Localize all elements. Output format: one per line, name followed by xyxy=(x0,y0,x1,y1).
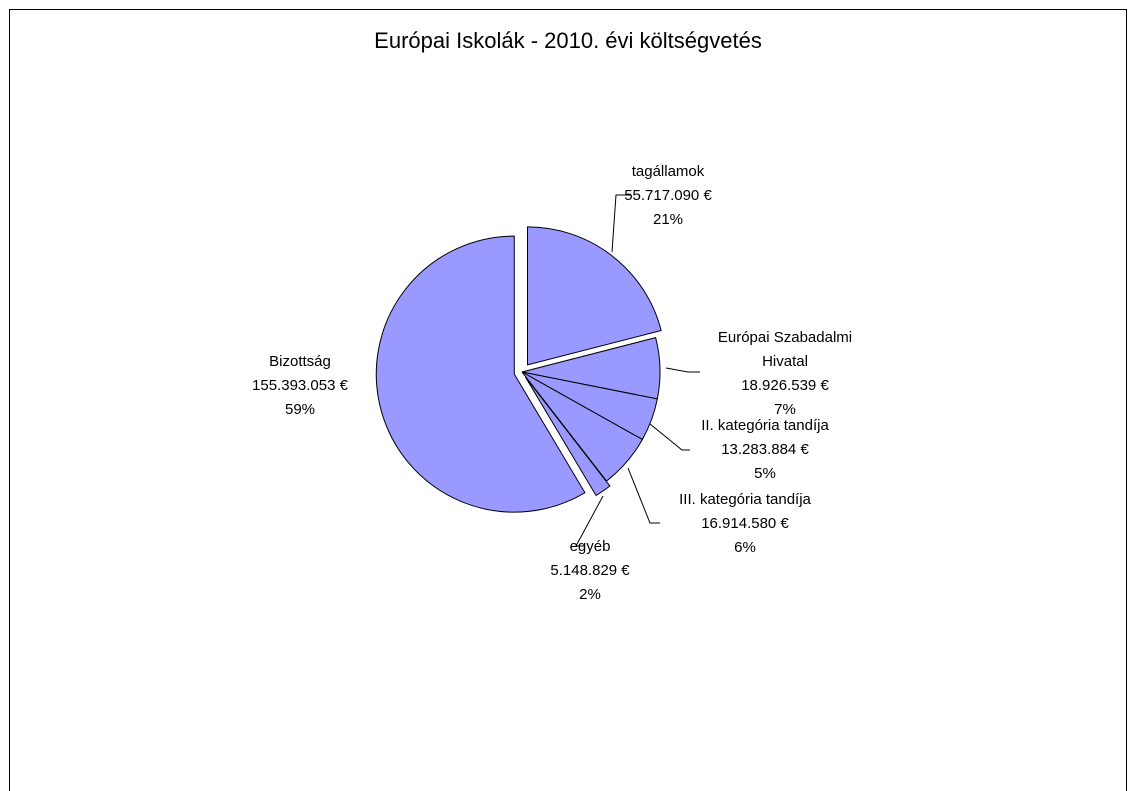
leader-lines xyxy=(382,194,700,547)
data-label: II. kategória tandíja 13.283.884 € 5% xyxy=(701,414,829,486)
label-percent: 7% xyxy=(774,401,796,418)
leader-line xyxy=(665,367,700,373)
label-percent: 59% xyxy=(284,401,316,418)
label-name: Bizottság xyxy=(269,353,331,370)
label-value: 16.914.580 € xyxy=(701,515,789,532)
data-label: III. kategória tandíja 16.914.580 € 6% xyxy=(679,488,811,560)
leader-line xyxy=(649,423,690,451)
leader-line xyxy=(627,467,660,524)
leader-line xyxy=(611,194,630,253)
label-value: 155.393.053 € xyxy=(252,377,348,394)
label-value: 13.283.884 € xyxy=(721,441,809,458)
data-label: tagállamok 55.717.090 € 21% xyxy=(624,160,712,232)
pie-slice xyxy=(375,235,586,513)
label-name: tagállamok xyxy=(631,163,705,180)
label-value: 55.717.090 € xyxy=(624,187,712,204)
label-value: 5.148.829 € xyxy=(550,562,630,579)
data-label: egyéb 5.148.829 € 2% xyxy=(550,535,629,607)
label-name: III. kategória tandíja xyxy=(679,491,811,508)
label-percent: 21% xyxy=(652,211,684,228)
data-label: Bizottság 155.393.053 € 59% xyxy=(252,350,348,422)
pie-slice xyxy=(524,376,611,497)
label-name: egyéb xyxy=(569,538,611,555)
pie-slice xyxy=(527,226,662,366)
label-value: 18.926.539 € xyxy=(741,377,829,394)
chart-frame xyxy=(9,9,1127,791)
label-name: Európai Szabadalmi Hivatal xyxy=(717,329,853,370)
data-label: Európai Szabadalmi Hivatal 18.926.539 € 7% xyxy=(710,326,860,422)
label-percent: 6% xyxy=(734,539,756,556)
leader-line xyxy=(575,495,604,547)
label-percent: 2% xyxy=(579,586,601,603)
label-name: II. kategória tandíja xyxy=(701,417,829,434)
label-percent: 5% xyxy=(754,465,776,482)
chart-title: Európai Iskolák - 2010. évi költségvetés xyxy=(374,28,762,53)
